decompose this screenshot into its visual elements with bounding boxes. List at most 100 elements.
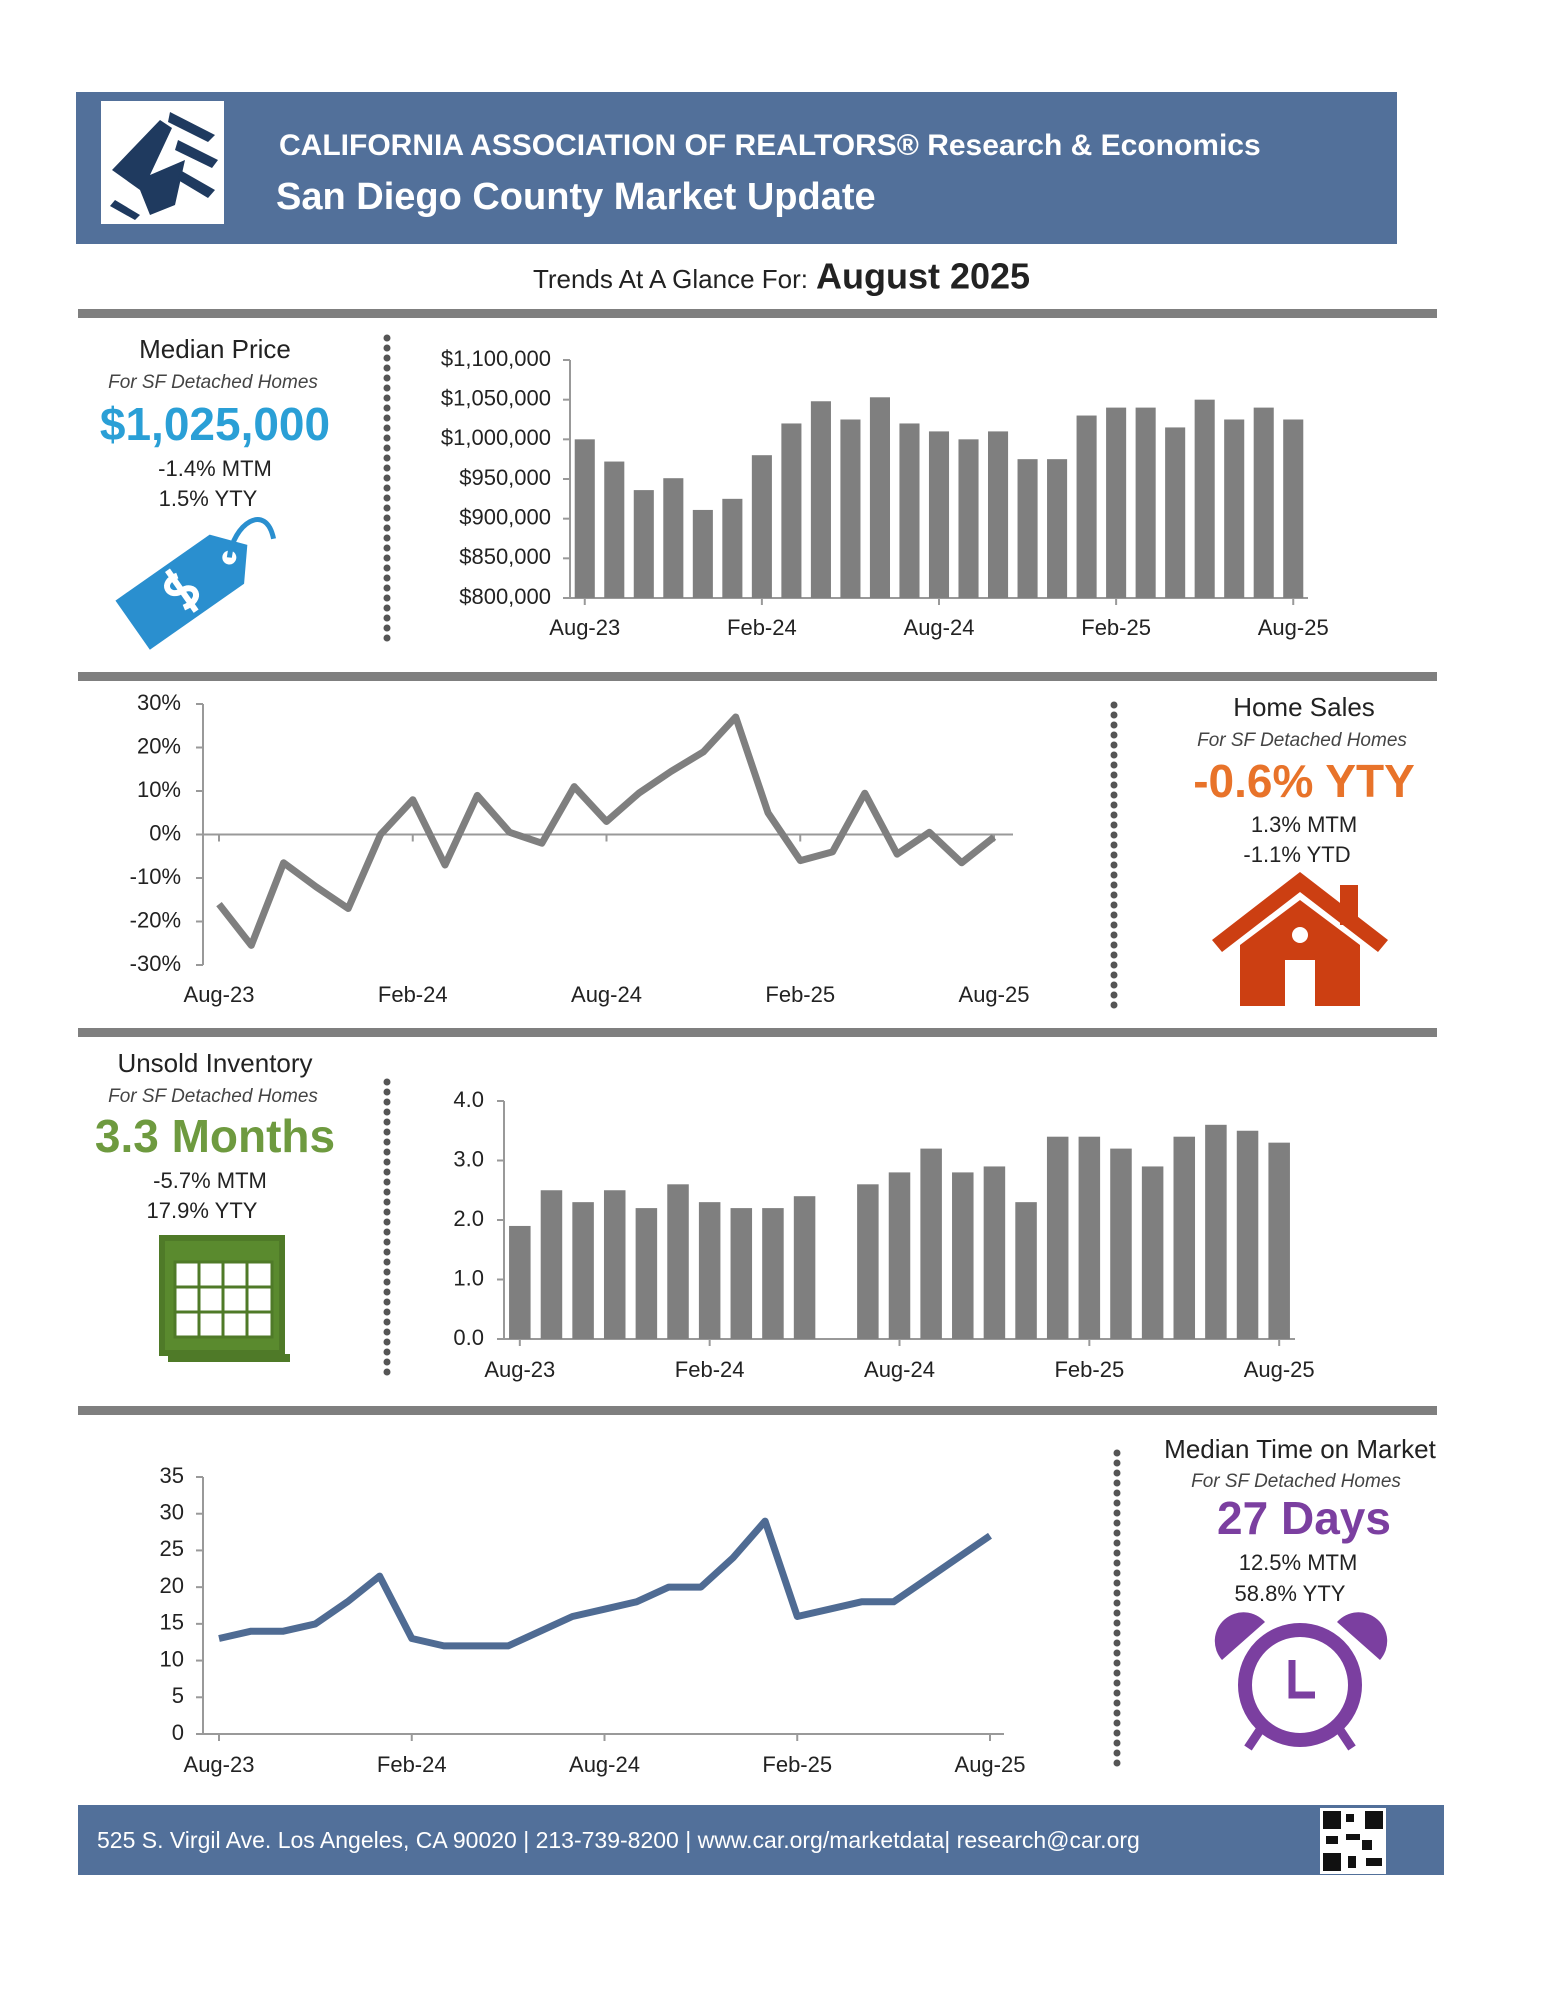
panel-subtitle: For SF Detached Homes [108, 372, 318, 393]
y-tick-label: 4.0 [453, 1087, 484, 1112]
y-tick-label: -30% [130, 951, 181, 976]
panel-value: 27 Days [1217, 1492, 1391, 1544]
price-tag-icon [115, 517, 277, 650]
bar [899, 423, 920, 598]
y-tick-label: $850,000 [459, 544, 551, 569]
bar [1047, 459, 1068, 598]
x-tick-label: Aug-25 [1244, 1357, 1315, 1382]
y-tick-label: 25 [160, 1536, 184, 1561]
bar [952, 1172, 974, 1339]
bar [635, 1208, 658, 1339]
y-tick-label: -10% [130, 864, 181, 889]
x-tick-label: Feb-24 [675, 1357, 745, 1382]
x-tick-label: Aug-24 [569, 1752, 640, 1777]
panel-value: 3.3 Months [95, 1110, 335, 1162]
bar [1224, 419, 1245, 598]
panel-value: -0.6% YTY [1193, 755, 1415, 807]
bar [1141, 1166, 1164, 1339]
panel-change: -1.4% MTM [158, 456, 272, 481]
y-tick-label: $800,000 [459, 584, 551, 609]
bar [1283, 419, 1304, 598]
bar [603, 1190, 626, 1339]
panel-subtitle: For SF Detached Homes [1197, 730, 1407, 751]
bar [692, 509, 713, 598]
bar [1268, 1142, 1290, 1339]
panel-change: -1.1% YTD [1243, 842, 1350, 867]
panel-change: 58.8% YTY [1235, 1581, 1346, 1606]
x-tick-label: Feb-24 [378, 982, 448, 1007]
bar [1135, 407, 1156, 598]
section-rule [78, 672, 1437, 681]
bar [958, 439, 979, 598]
bar [762, 1208, 784, 1339]
logo [110, 112, 218, 220]
bar [857, 1184, 879, 1339]
footer-contact: 525 S. Virgil Ave. Los Angeles, CA 90020… [97, 1827, 1140, 1853]
bar [604, 461, 625, 598]
bar [810, 401, 831, 598]
bar [667, 1184, 689, 1339]
section-rule [78, 1028, 1437, 1037]
bar [1015, 1202, 1037, 1339]
bar [1046, 1136, 1069, 1339]
x-tick-label: Aug-25 [959, 982, 1030, 1007]
panel-change: 12.5% MTM [1239, 1550, 1358, 1575]
report-title: San Diego County Market Update [276, 176, 876, 218]
bar [663, 478, 684, 598]
x-tick-label: Aug-24 [864, 1357, 935, 1382]
y-tick-label: -20% [130, 907, 181, 932]
y-tick-label: 20% [137, 733, 181, 758]
y-tick-label: 0 [172, 1720, 184, 1745]
footer-bar [78, 1805, 1444, 1875]
y-tick-label: 10 [160, 1646, 184, 1671]
bar [633, 490, 654, 598]
y-tick-label: 3.0 [453, 1146, 484, 1171]
panel-subtitle: For SF Detached Homes [1191, 1471, 1401, 1492]
clock-icon [1214, 1612, 1388, 1751]
panel-change: 1.5% YTY [159, 486, 258, 511]
data-line [218, 1517, 992, 1650]
x-tick-label: Aug-25 [1258, 615, 1329, 640]
glance-period: August 2025 [816, 256, 1030, 297]
bar [1076, 415, 1097, 598]
bar [1236, 1130, 1259, 1339]
y-tick-label: 35 [160, 1463, 184, 1488]
y-tick-label: $1,100,000 [441, 346, 551, 371]
bar [1205, 1124, 1227, 1339]
bar [540, 1190, 563, 1339]
bar [928, 431, 950, 598]
bar [1253, 407, 1274, 598]
panel-title: Median Price [139, 334, 291, 364]
y-tick-label: 2.0 [453, 1206, 484, 1231]
glance-label: Trends At A Glance For: [533, 264, 808, 294]
x-tick-label: Feb-25 [765, 982, 835, 1007]
data-line [216, 713, 997, 949]
y-tick-label: 20 [160, 1573, 184, 1598]
x-tick-label: Aug-23 [184, 1752, 255, 1777]
x-tick-label: Aug-24 [571, 982, 642, 1007]
bar [1017, 459, 1038, 598]
panel-title: Unsold Inventory [117, 1048, 312, 1078]
y-tick-label: 10% [137, 777, 181, 802]
y-tick-label: 30 [160, 1500, 184, 1525]
bar [722, 498, 743, 598]
y-tick-label: $1,000,000 [441, 425, 551, 450]
bar [574, 439, 595, 598]
panel-title: Home Sales [1233, 692, 1375, 722]
x-tick-label: Feb-24 [727, 615, 797, 640]
y-tick-label: 5 [172, 1683, 184, 1708]
bar [1106, 407, 1127, 598]
bar [1194, 399, 1215, 598]
y-tick-label: $900,000 [459, 504, 551, 529]
calendar-icon [159, 1235, 290, 1362]
x-tick-label: Aug-25 [955, 1752, 1026, 1777]
bar [888, 1172, 911, 1339]
x-tick-label: Aug-24 [904, 615, 975, 640]
bar [793, 1196, 816, 1339]
qr-code [1320, 1808, 1386, 1874]
section-rule [78, 1406, 1437, 1415]
bar [1078, 1136, 1101, 1339]
y-tick-label: 30% [137, 690, 181, 715]
panel-change: 17.9% YTY [147, 1198, 258, 1223]
